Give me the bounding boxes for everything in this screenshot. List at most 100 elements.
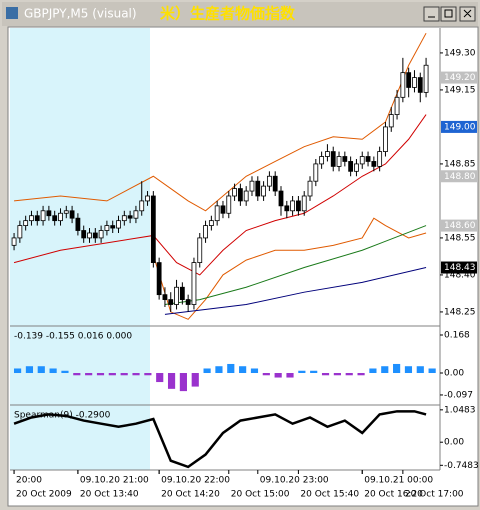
candle-body <box>63 210 69 214</box>
candle-body <box>406 72 412 88</box>
price-level-box <box>441 170 477 183</box>
candle-body <box>371 161 377 167</box>
indicator-line <box>164 267 427 315</box>
candle-body <box>243 190 249 202</box>
histogram-bar <box>369 368 377 374</box>
candle-body <box>417 77 423 93</box>
candle-body <box>237 188 243 202</box>
x-tick-label: 09.10.20 22:00 <box>161 476 230 486</box>
y-tick-label: 148.55 <box>444 233 476 243</box>
candle-body <box>307 180 313 197</box>
histogram-bar <box>156 373 164 383</box>
candle-body <box>69 210 75 219</box>
histogram-bar <box>250 368 259 374</box>
maximize-button[interactable] <box>440 6 457 22</box>
candle-body <box>348 161 354 172</box>
candle-body <box>40 210 46 222</box>
candle-body <box>127 215 133 219</box>
candle-body <box>98 230 104 239</box>
y-tick-label: 148.85 <box>444 159 476 169</box>
candle-body <box>313 163 319 182</box>
candle-body <box>185 299 191 305</box>
candle-body <box>325 151 330 157</box>
candle-body <box>226 195 232 214</box>
histogram-bar <box>49 368 57 374</box>
histogram-bar <box>37 366 45 374</box>
candle-body <box>330 151 336 167</box>
candle-body <box>342 156 348 162</box>
candle-body <box>179 286 185 300</box>
candle-body <box>412 77 417 88</box>
candle-body <box>34 215 40 222</box>
y-tick-label: 0.00 <box>444 438 464 448</box>
histogram-bar <box>274 373 282 378</box>
candle-body <box>336 156 342 167</box>
minimize-button[interactable] <box>423 6 440 22</box>
candle-body <box>174 286 179 305</box>
histogram-bar <box>144 373 152 376</box>
price-level-label: 149.00 <box>444 122 476 132</box>
candle-body <box>301 195 307 212</box>
y-tick-label: 1.0483 <box>444 405 476 415</box>
candle-body <box>319 156 325 165</box>
y-tick-label: -0.7483 <box>444 461 479 471</box>
candle-body <box>290 200 296 212</box>
candle-body <box>255 180 261 197</box>
candle-body <box>296 200 301 212</box>
x-tick-label: 09.10.20 23:00 <box>260 476 329 486</box>
candle-body <box>11 237 17 246</box>
candle-body <box>197 237 203 263</box>
candle-body <box>133 210 139 219</box>
histogram-bar <box>203 368 211 374</box>
candle-body <box>162 294 168 300</box>
x-tick-label: 20 Oct 2009 <box>16 490 72 500</box>
candle-body <box>23 220 29 226</box>
candle-body <box>92 232 98 239</box>
candle-body <box>121 215 127 222</box>
x-tick-label: 09.10.21 00:00 <box>364 476 433 486</box>
histogram-bar <box>120 373 128 376</box>
candle-body <box>359 156 365 165</box>
y-tick-label: 149.15 <box>444 85 476 95</box>
indicator-label: -0.139 -0.155 0.016 0.000 <box>14 332 132 342</box>
histogram-bar <box>167 373 176 389</box>
button-glyphs <box>428 9 472 18</box>
y-tick-label: 148.40 <box>444 270 476 280</box>
y-tick-label: 149.30 <box>444 48 476 58</box>
session-highlight <box>10 28 150 470</box>
histogram-bar <box>239 366 247 374</box>
candle-body <box>261 185 266 197</box>
histogram-bar <box>191 373 199 387</box>
histogram-bar <box>96 373 105 376</box>
price-level-label: 148.80 <box>444 172 476 182</box>
candle-body <box>52 215 58 222</box>
candle-body <box>383 126 388 152</box>
histogram-bar <box>215 366 223 374</box>
histogram-bar <box>357 373 365 376</box>
candle-body <box>156 262 162 296</box>
x-tick-label: 20 Oct 15:00 <box>231 490 290 500</box>
x-tick-label: 09.10.20 21:00 <box>80 476 149 486</box>
histogram-bar <box>393 363 401 374</box>
candle-body <box>145 195 150 202</box>
candle-body <box>168 299 174 305</box>
candle-body <box>249 180 255 192</box>
y-tick-label: 148.25 <box>444 307 476 317</box>
price-level-label: 148.60 <box>444 221 476 231</box>
histogram-bar <box>404 366 413 374</box>
indicator-line <box>13 114 427 276</box>
candle-body <box>208 220 214 226</box>
histogram-bar <box>310 370 318 374</box>
candle-body <box>220 205 226 214</box>
x-tick-label: 20 Oct 15:40 <box>300 490 359 500</box>
x-tick-label: 20:00 <box>16 476 42 486</box>
candle-body <box>87 232 92 239</box>
candle-body <box>214 205 220 222</box>
candle-body <box>139 200 145 212</box>
histogram-bar <box>286 373 294 378</box>
candle-body <box>388 114 394 128</box>
histogram-bar <box>132 373 140 376</box>
candle-body <box>266 175 272 187</box>
candle-body <box>354 163 359 172</box>
candle-body <box>284 205 290 212</box>
